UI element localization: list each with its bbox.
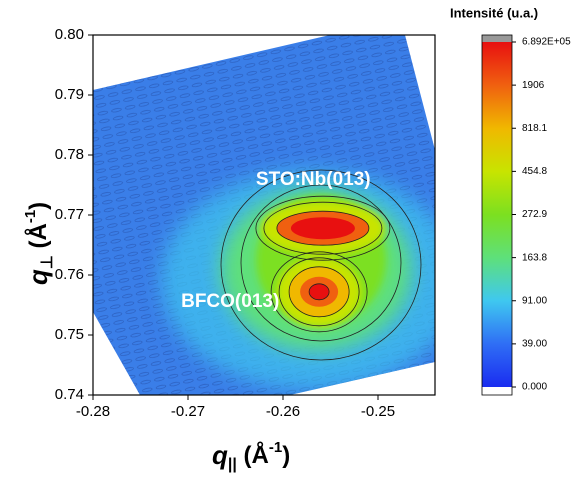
contour-line [220, 169, 422, 361]
axis-label-part: q [212, 440, 228, 470]
contour-line [240, 184, 402, 342]
colorbar [482, 42, 512, 387]
y-tick-label: 0.74 [55, 386, 84, 403]
colorbar-cap [482, 35, 512, 42]
axis-label-part: ) [25, 202, 52, 210]
y-tick-label: 0.79 [55, 86, 84, 103]
x-tick-label: -0.27 [171, 403, 205, 420]
y-axis-label: q⊥ (Å-1) [22, 202, 56, 285]
contour-line [263, 201, 383, 255]
colorbar-title: Intensité (u.a.) [450, 5, 538, 20]
x-tick-label: -0.26 [266, 403, 300, 420]
x-tick-label: -0.28 [76, 403, 110, 420]
x-axis-label: q|| (Å-1) [212, 439, 290, 473]
colorbar-tick-label: 6.892E+05 [522, 37, 571, 48]
axis-label-part: || [228, 456, 237, 473]
peak-core [308, 283, 330, 301]
y-tick-label: 0.78 [55, 146, 84, 163]
axis-label-part: q [23, 269, 53, 285]
colorbar-tick-label: 818.1 [522, 123, 547, 134]
axis-label-part: ⊥ [39, 255, 56, 269]
y-tick-label: 0.75 [55, 326, 84, 343]
axis-label-part: (Å [237, 441, 269, 469]
axis-label-part: (Å [24, 223, 52, 255]
y-tick-label: 0.80 [55, 26, 84, 43]
colorbar-tick-label: 454.8 [522, 166, 547, 177]
contour-line [255, 195, 391, 261]
colorbar-tick-label: 272.9 [522, 209, 547, 220]
colorbar-tick-label: 39.00 [522, 339, 547, 350]
axis-label-part: ) [282, 442, 290, 469]
peak-core [290, 217, 355, 240]
axis-label-part: -1 [269, 439, 282, 456]
contour-line [278, 257, 360, 327]
colorbar-tick-label: 1906 [522, 80, 545, 91]
contour-line [270, 251, 368, 333]
y-tick-label: 0.76 [55, 266, 84, 283]
annotation: STO:Nb(013) [256, 169, 371, 190]
annotation: BFCO(013) [181, 291, 279, 312]
axis-label-part: -1 [22, 210, 39, 223]
colorbar-tick-label: 0.000 [522, 382, 547, 393]
y-tick-label: 0.77 [55, 206, 84, 223]
colorbar-tick-label: 91.00 [522, 295, 547, 306]
colorbar-tick-label: 163.8 [522, 252, 547, 263]
x-tick-label: -0.25 [361, 403, 395, 420]
map [93, 35, 435, 395]
